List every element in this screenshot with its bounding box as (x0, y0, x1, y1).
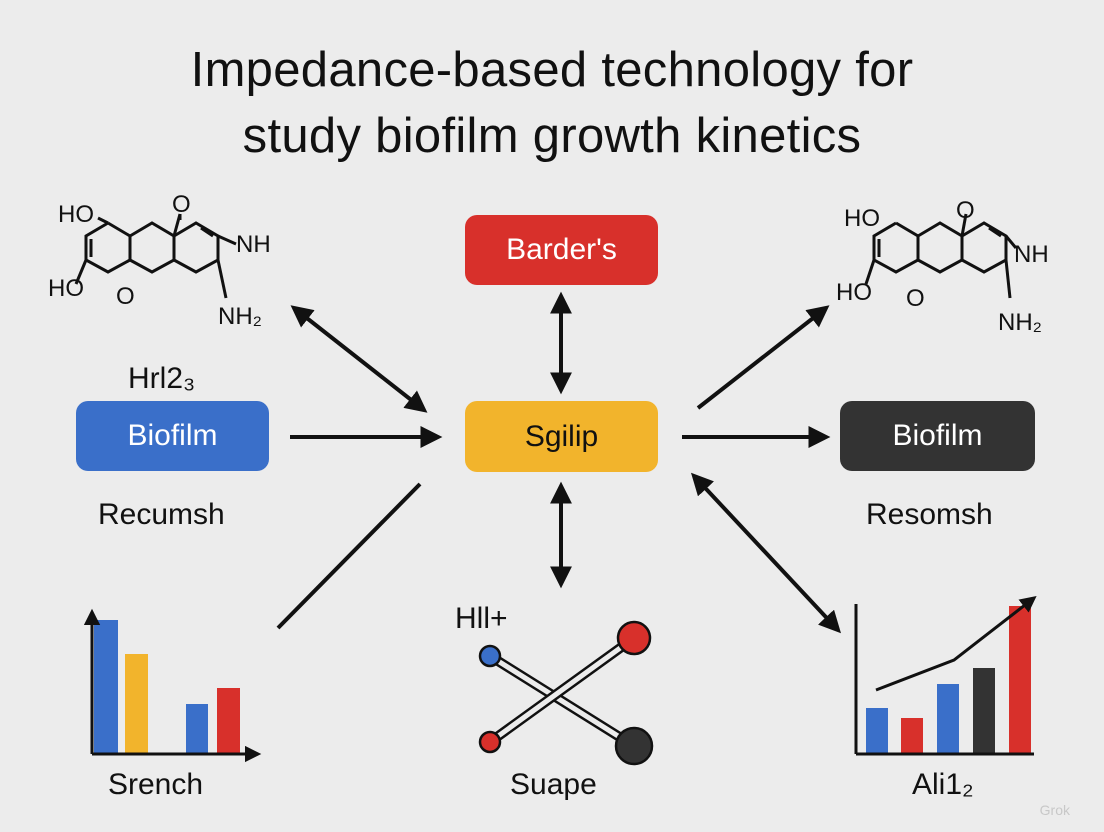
top-box: Barder's (465, 215, 658, 285)
atom-label: O (172, 191, 191, 218)
bar (937, 684, 959, 754)
atom-red-small (478, 730, 502, 754)
bar (217, 688, 240, 754)
atom-label: HO (844, 205, 880, 232)
atom-label: O (116, 283, 135, 310)
diagram-title-line-1: Impedance-based technology for (190, 43, 914, 97)
label-bottom-center-top: Hll+ (455, 602, 508, 635)
label-right-bottom: Resomsh (866, 498, 993, 531)
label-bottom-right: Ali1₂ (912, 768, 974, 801)
ball-and-stick-icon (478, 620, 654, 766)
center-box: Sgilip (465, 401, 658, 472)
left-box-label: Biofilm (127, 419, 218, 452)
molecule-icon (864, 213, 1018, 299)
center-box-label: Sgilip (524, 419, 599, 453)
top-box-label: Barder's (506, 233, 617, 266)
arrow-center-right-chart (690, 472, 842, 634)
bar (866, 708, 888, 754)
bar (186, 704, 208, 754)
bar (1009, 606, 1031, 754)
arrow-left-molecule-center (290, 305, 428, 413)
atom-label: O (956, 197, 975, 224)
atom-label: HO (836, 279, 872, 306)
left-box: Biofilm (76, 401, 269, 471)
right-box-label: Biofilm (892, 419, 983, 452)
atom-label: HO (48, 275, 84, 302)
label-left-top: Hrl2₃ (128, 362, 196, 395)
label-left-bottom: Recumsh (98, 498, 225, 531)
watermark-logo: Grok (1039, 802, 1070, 818)
molecule-icon (74, 213, 237, 299)
bar (94, 620, 118, 754)
bar (901, 718, 923, 754)
atom-red-large (616, 620, 652, 656)
bar (125, 654, 148, 754)
atom-dark (614, 726, 654, 766)
label-bottom-left: Srench (108, 768, 204, 801)
arrow-center-right-molecule (696, 305, 830, 410)
trend-bar-chart-icon (854, 595, 1037, 756)
molecule-left-atoms: HO O NH HO O NH₂ (48, 191, 271, 330)
atom-label: NH₂ (998, 309, 1042, 336)
diagram-title-line-2: study biofilm growth kinetics (242, 109, 862, 163)
label-bottom-center: Suape (510, 768, 597, 801)
atom-label: NH (236, 231, 271, 258)
atom-blue (478, 644, 502, 668)
line-left-chart-center (276, 482, 422, 630)
atom-label: HO (58, 201, 94, 228)
right-box: Biofilm (840, 401, 1035, 471)
atom-label: NH₂ (218, 303, 262, 330)
bar (973, 668, 995, 754)
atom-label: O (906, 285, 925, 312)
bar-chart-icon (83, 608, 262, 763)
trend-line (875, 595, 1037, 692)
atom-label: NH (1014, 241, 1049, 268)
molecule-right-atoms: HO O NH HO O NH₂ (836, 197, 1049, 336)
